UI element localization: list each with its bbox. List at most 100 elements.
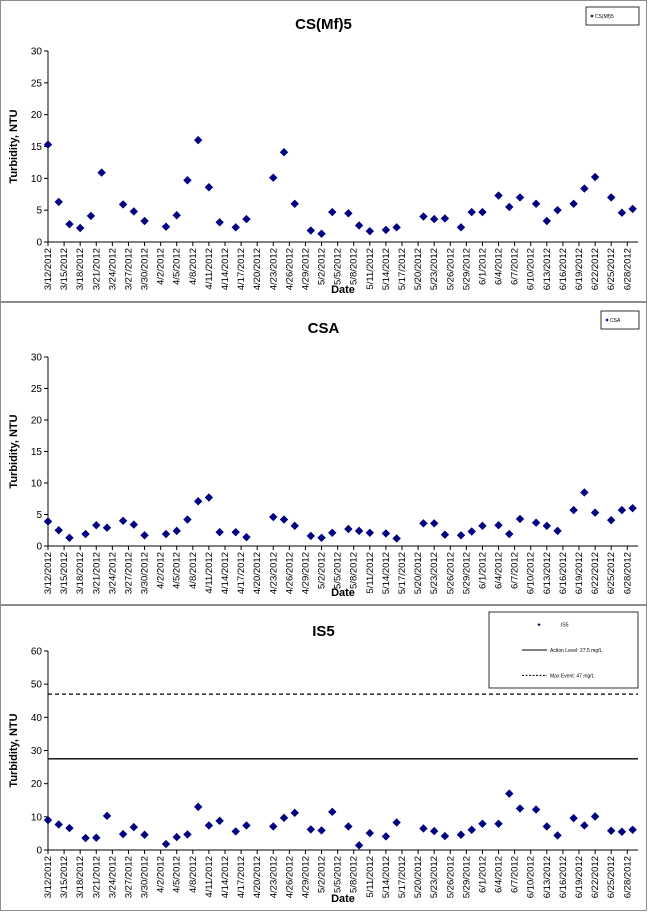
data-point (86, 211, 96, 221)
legend-label: Max Event: 47 mg/L (550, 673, 595, 679)
data-point (628, 204, 637, 214)
y-tick-label: 25 (31, 78, 43, 89)
x-tick-label: 5/26/2012 (445, 552, 456, 594)
data-point (429, 519, 439, 528)
data-point (365, 528, 375, 537)
data-point (161, 529, 171, 539)
data-point (183, 515, 192, 524)
x-tick-label: 4/14/2012 (220, 552, 231, 594)
x-tick-label: 6/19/2012 (574, 552, 585, 594)
data-point (317, 533, 326, 543)
data-point (440, 530, 450, 539)
x-tick-label: 6/16/2012 (558, 552, 569, 594)
data-point (392, 534, 401, 543)
x-tick-label: 4/5/2012 (172, 248, 183, 285)
data-point (505, 529, 514, 539)
data-point (54, 197, 63, 207)
chart-svg: CS(Mf)5 0 5 10 15 20 25 30 Turbidity, NTU 3/12/20… (8, 6, 640, 296)
data-point (306, 825, 316, 834)
x-tick-label: 3/27/2012 (123, 856, 134, 898)
data-point (569, 505, 578, 515)
data-point (515, 193, 525, 202)
data-point (231, 223, 240, 232)
data-point (392, 223, 401, 232)
data-point (606, 193, 616, 202)
data-point (54, 526, 63, 535)
x-tick-label: 3/21/2012 (91, 856, 102, 898)
x-tick-label: 5/26/2012 (445, 856, 456, 898)
x-tick-label: 6/1/2012 (477, 552, 488, 589)
x-tick-label: 5/2/2012 (317, 856, 328, 893)
data-point (183, 830, 192, 839)
data-point (118, 829, 128, 839)
x-tick-label: 6/25/2012 (606, 856, 617, 898)
data-point (617, 208, 627, 217)
data-point (269, 512, 278, 522)
x-tick-label: 4/8/2012 (188, 552, 199, 589)
x-tick-label: 6/16/2012 (558, 856, 569, 898)
x-tick-label: 4/23/2012 (268, 248, 279, 290)
data-point (183, 176, 192, 185)
data-point (81, 833, 90, 843)
data-point (242, 821, 251, 830)
x-tick-label: 4/20/2012 (252, 248, 263, 290)
chart-panel-is5: IS5 0 10 20 30 40 50 60 Turbidity, NTU 3/12/2012 3… (0, 605, 647, 911)
x-tick-label: 5/29/2012 (461, 248, 472, 290)
data-point (43, 140, 53, 149)
data-point (204, 493, 214, 502)
data-point (317, 826, 326, 835)
x-tick-label: 6/22/2012 (590, 552, 601, 594)
legend-label: CSA (610, 318, 621, 324)
data-point (75, 223, 85, 233)
y-axis-label: Turbidity, NTU (8, 414, 20, 488)
data-point (429, 214, 439, 224)
x-tick-label: 5/17/2012 (397, 856, 408, 898)
x-tick-label: 5/2/2012 (317, 248, 328, 285)
data-point (365, 226, 375, 236)
x-tick-label: 6/4/2012 (494, 552, 505, 589)
data-point (140, 531, 149, 540)
data-point (617, 827, 627, 836)
legend-marker (605, 318, 609, 322)
y-tick-label: 60 (31, 647, 43, 658)
data-point (515, 804, 525, 813)
x-tick-label: 4/26/2012 (284, 248, 295, 290)
data-point (161, 222, 171, 231)
x-tick-label: 5/8/2012 (349, 856, 360, 893)
x-tick-label: 6/13/2012 (542, 552, 553, 594)
chart-svg: IS5 0 10 20 30 40 50 60 Turbidity, NTU 3/12/2012 3… (8, 611, 639, 905)
data-point (515, 514, 525, 524)
x-tick-label: 5/23/2012 (429, 856, 440, 898)
x-tick-label: 6/13/2012 (542, 248, 553, 290)
x-tick-label: 5/17/2012 (397, 552, 408, 594)
data-point (92, 833, 101, 842)
data-point (365, 828, 375, 838)
x-tick-label: 4/5/2012 (172, 552, 183, 589)
x-tick-label: 4/17/2012 (236, 248, 247, 290)
x-tick-label: 3/24/2012 (107, 552, 118, 594)
x-tick-label: 4/26/2012 (284, 856, 295, 898)
data-point (269, 822, 278, 831)
x-tick-label: 3/15/2012 (59, 856, 70, 898)
x-tick-label: 4/2/2012 (156, 856, 167, 893)
data-point (580, 488, 589, 497)
y-tick-label: 20 (31, 779, 43, 790)
x-tick-label: 6/28/2012 (622, 856, 633, 898)
data-point (97, 168, 106, 177)
x-tick-label: 4/17/2012 (236, 552, 247, 594)
data-point (193, 802, 203, 812)
x-tick-label: 5/11/2012 (365, 552, 376, 594)
data-point (65, 219, 74, 229)
data-point (494, 819, 503, 828)
data-point (279, 813, 289, 823)
y-tick-label: 20 (31, 416, 43, 427)
data-point (215, 816, 224, 826)
x-tick-label: 6/28/2012 (622, 552, 633, 594)
x-tick-label: 5/20/2012 (413, 856, 424, 898)
y-tick-label: 10 (31, 174, 43, 185)
x-tick-label: 5/20/2012 (413, 552, 424, 594)
chart-title: CS(Mf)5 (295, 16, 352, 33)
x-tick-label: 5/5/2012 (333, 552, 344, 589)
data-point (193, 497, 203, 506)
legend-label: CS(Mf)5 (595, 14, 614, 20)
